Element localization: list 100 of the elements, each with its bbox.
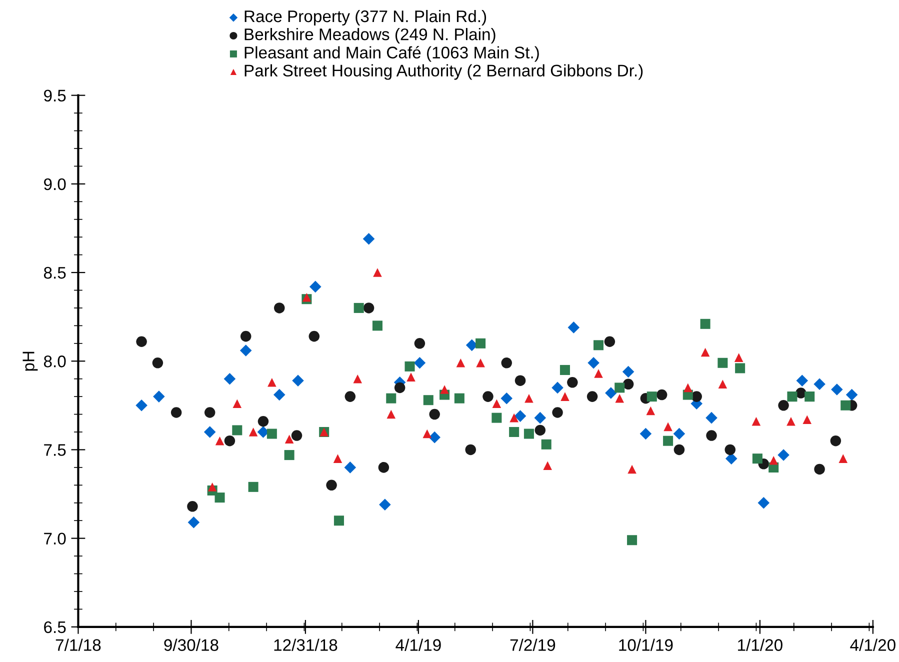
- point: [673, 428, 686, 440]
- point: [354, 302, 364, 313]
- point: [136, 400, 148, 412]
- point: [224, 435, 236, 446]
- point: [700, 318, 710, 329]
- point: [593, 340, 604, 350]
- point: [406, 372, 416, 382]
- point: [208, 482, 217, 492]
- point: [373, 268, 382, 277]
- point: [534, 412, 546, 424]
- point: [605, 387, 617, 399]
- x-tick-label: 9/30/18: [164, 638, 218, 651]
- point: [674, 444, 685, 456]
- y-tick-label: 8.5: [44, 266, 66, 279]
- point: [725, 452, 738, 464]
- point: [718, 358, 728, 368]
- y-tick-label: 7.5: [44, 444, 66, 456]
- point: [214, 492, 225, 503]
- point: [482, 391, 494, 402]
- point: [831, 384, 843, 396]
- point: [646, 406, 656, 416]
- point: [796, 374, 808, 387]
- point: [386, 410, 396, 419]
- point: [594, 369, 603, 378]
- point: [552, 382, 564, 394]
- point: [752, 416, 761, 426]
- point: [344, 462, 356, 474]
- point: [500, 392, 513, 404]
- point: [804, 392, 815, 402]
- point: [292, 374, 304, 387]
- point: [510, 413, 518, 422]
- point: [615, 394, 624, 403]
- point: [423, 395, 434, 406]
- point: [152, 358, 164, 368]
- point: [232, 425, 242, 436]
- point: [492, 412, 502, 423]
- point: [838, 454, 848, 463]
- point: [663, 436, 674, 446]
- point: [568, 322, 580, 334]
- point: [778, 449, 790, 461]
- point: [543, 461, 552, 470]
- point: [440, 385, 449, 394]
- point: [752, 454, 762, 464]
- point: [386, 393, 396, 404]
- point: [422, 429, 432, 438]
- point: [724, 444, 736, 456]
- point: [476, 358, 485, 368]
- point: [830, 435, 842, 446]
- point: [188, 516, 200, 528]
- point: [273, 388, 286, 401]
- point: [787, 392, 798, 402]
- point: [786, 416, 796, 426]
- point: [258, 416, 269, 427]
- point: [187, 501, 198, 512]
- point: [684, 383, 692, 392]
- x-tick-label: 12/31/18: [274, 638, 338, 651]
- point: [379, 498, 391, 511]
- point: [802, 415, 812, 424]
- y-axis-title: pH: [22, 352, 38, 371]
- point: [846, 388, 858, 401]
- point: [170, 407, 182, 418]
- point: [291, 430, 302, 441]
- point: [378, 462, 390, 473]
- point: [588, 357, 600, 369]
- x-tick-label: 4/1/19: [396, 638, 441, 651]
- point: [534, 424, 546, 436]
- point: [232, 399, 242, 408]
- y-tick-label: 9.0: [44, 178, 66, 190]
- point: [456, 358, 466, 368]
- point: [136, 336, 147, 348]
- point: [240, 344, 252, 356]
- legend-label: Berkshire Meadows (249 N. Plain): [244, 28, 496, 44]
- point: [333, 454, 342, 463]
- point: [840, 400, 851, 410]
- point: [735, 363, 746, 374]
- y-tick-label: 8.0: [44, 356, 66, 368]
- point: [622, 366, 634, 378]
- point: [248, 428, 258, 436]
- point: [718, 380, 728, 389]
- point: [284, 450, 294, 460]
- point: [204, 407, 216, 418]
- point: [353, 374, 362, 384]
- legend-label: Race Property (377 N. Plain Rd.): [244, 10, 486, 26]
- point: [622, 378, 634, 390]
- point: [514, 410, 526, 422]
- point: [362, 232, 375, 245]
- point: [758, 496, 770, 509]
- point: [769, 456, 778, 465]
- point: [656, 389, 668, 400]
- point: [363, 302, 374, 314]
- x-tick-label: 7/2/19: [510, 638, 556, 651]
- point: [567, 377, 578, 388]
- point: [204, 426, 216, 438]
- point: [541, 439, 552, 450]
- point: [248, 482, 258, 492]
- x-tick-label: 7/1/18: [56, 638, 101, 651]
- point: [414, 357, 426, 369]
- point: [153, 390, 165, 402]
- point: [492, 399, 502, 408]
- point: [646, 392, 657, 402]
